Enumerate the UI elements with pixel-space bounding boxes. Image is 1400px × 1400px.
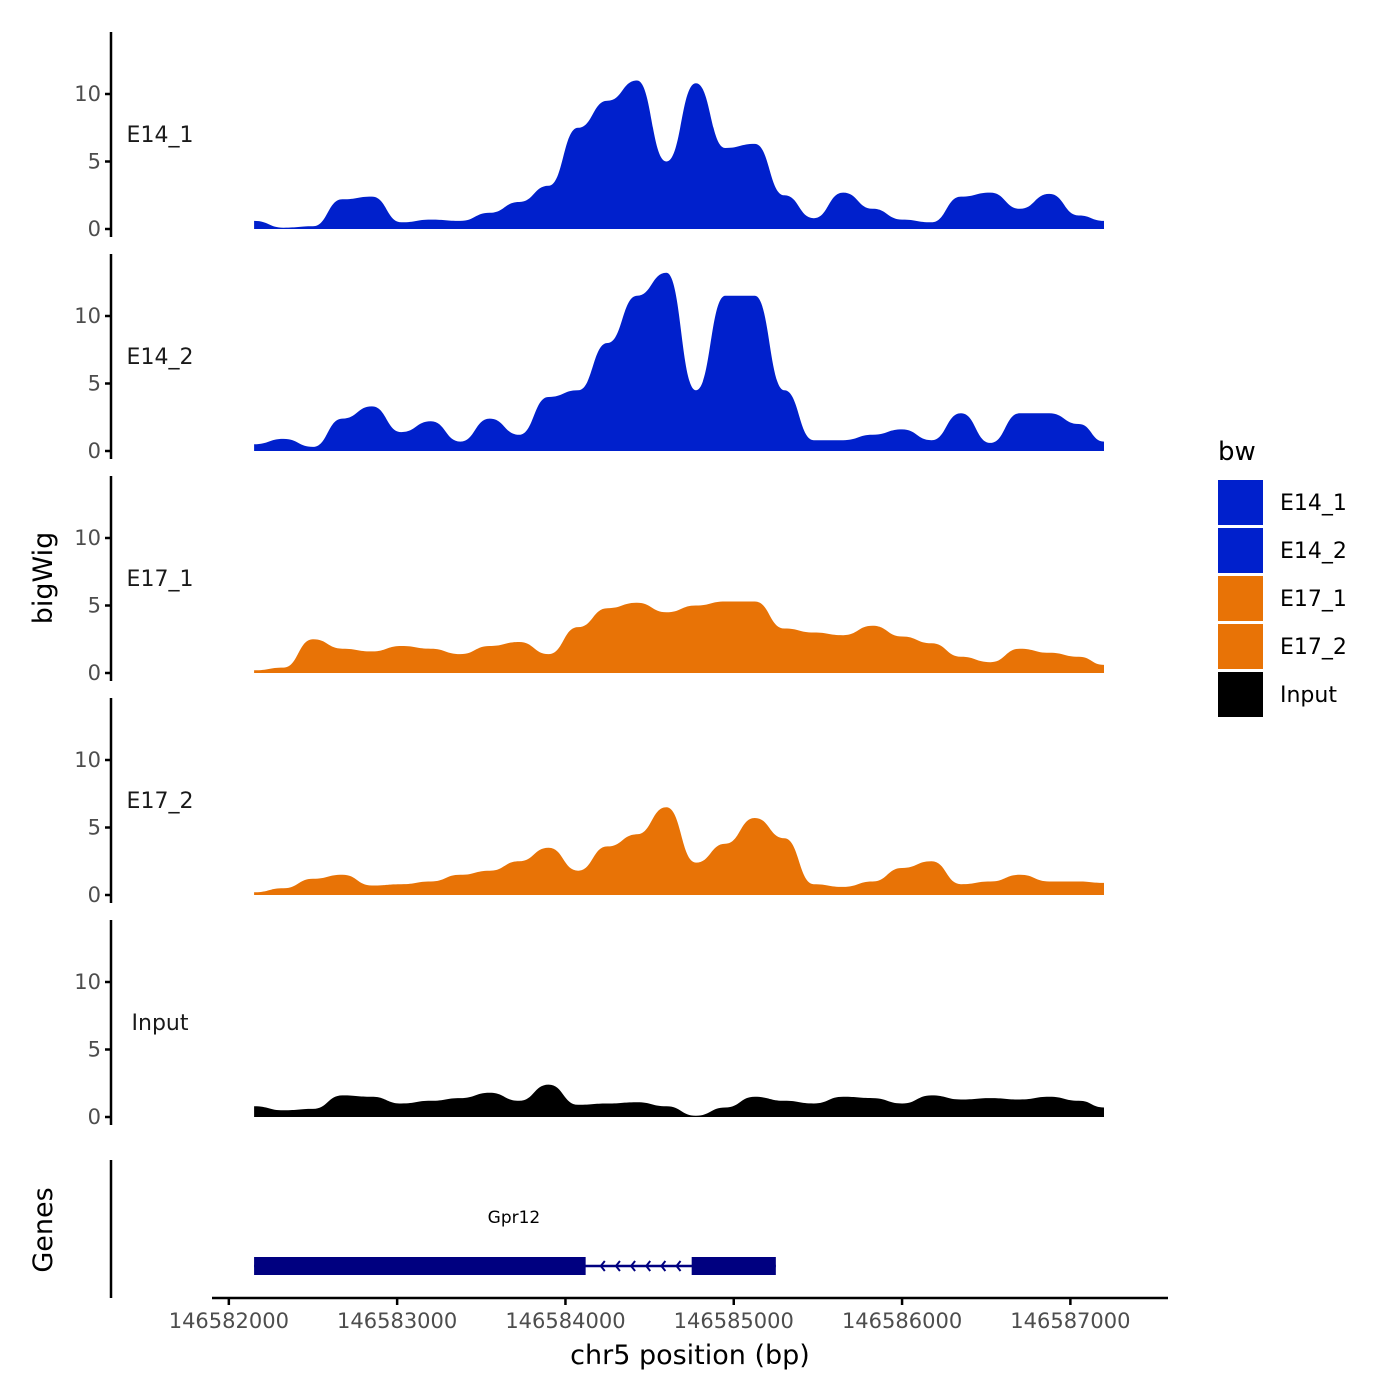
strand-chevron (614, 1260, 621, 1272)
legend: bw E14_1 E14_2 E17_1 E17_2 Input (1218, 437, 1347, 717)
legend-entry-Input: Input (1218, 672, 1337, 717)
legend-entry-E14_2: E14_2 (1218, 528, 1347, 573)
legend-swatch (1218, 672, 1263, 717)
track-label: E14_1 (127, 123, 194, 148)
y-tick-label: 0 (88, 1105, 101, 1129)
y-axis-title: bigWig (28, 532, 59, 625)
area-E14_1 (254, 80, 1105, 229)
y-tick-label: 10 (74, 526, 101, 550)
legend-entry-E17_2: E17_2 (1218, 624, 1347, 669)
legend-entry-E17_1: E17_1 (1218, 576, 1347, 621)
legend-entry-E14_1: E14_1 (1218, 480, 1347, 525)
track-Input: 0 5 10 Input (74, 920, 1105, 1129)
strand-chevron (660, 1260, 667, 1272)
track-label: E14_2 (127, 345, 194, 370)
gene-Gpr12: Gpr12 (254, 1208, 776, 1275)
track-E14_1: 0 5 10 E14_1 (74, 32, 1105, 241)
gene-label: Gpr12 (488, 1208, 541, 1228)
track-E17_1: 0 5 10 E17_1 (74, 476, 1105, 685)
strand-chevron (675, 1260, 682, 1272)
x-tick-label: 146583000 (337, 1309, 457, 1333)
legend-swatch (1218, 576, 1263, 621)
gene-track: Gpr12 (109, 1160, 776, 1298)
legend-swatch (1218, 480, 1263, 525)
y-tick-label: 0 (88, 883, 101, 907)
track-label: E17_1 (127, 567, 194, 592)
coverage-tracks: 0 5 10 E14_1 0 5 10 E14_2 0 5 10 E17_1 0 5 10 E17_2 0 5 10… (74, 32, 1105, 1129)
track-label: Input (132, 1011, 189, 1036)
legend-swatch (1218, 624, 1263, 669)
y-tick-label: 0 (88, 661, 101, 685)
track-E14_2: 0 5 10 E14_2 (74, 254, 1105, 463)
y-tick-label: 0 (88, 217, 101, 241)
x-axis: 146582000 146583000 146584000 146585000 1465… (169, 1296, 1168, 1333)
x-tick-label: 146585000 (674, 1309, 794, 1333)
x-tick-label: 146586000 (842, 1309, 962, 1333)
gene-exon (254, 1257, 586, 1275)
y-tick-label: 5 (88, 1038, 101, 1062)
strand-chevron (629, 1260, 636, 1272)
area-E17_1 (254, 601, 1105, 673)
area-E14_2 (254, 272, 1105, 451)
y-tick-label: 10 (74, 970, 101, 994)
y-tick-label: 5 (88, 150, 101, 174)
x-tick-label: 146582000 (169, 1309, 289, 1333)
y-tick-label: 0 (88, 439, 101, 463)
legend-label: E17_2 (1280, 635, 1347, 660)
y-tick-label: 10 (74, 82, 101, 106)
track-label: E17_2 (127, 789, 194, 814)
y-tick-label: 5 (88, 372, 101, 396)
y-tick-label: 10 (74, 304, 101, 328)
area-E17_2 (254, 807, 1105, 895)
y-tick-label: 5 (88, 594, 101, 618)
strand-chevron (599, 1260, 606, 1272)
legend-swatch (1218, 528, 1263, 573)
track-E17_2: 0 5 10 E17_2 (74, 698, 1105, 907)
y-tick-label: 10 (74, 748, 101, 772)
y-tick-label: 5 (88, 816, 101, 840)
legend-label: E14_1 (1280, 491, 1347, 516)
legend-label: E17_1 (1280, 587, 1347, 612)
genes-axis-title: Genes (28, 1187, 59, 1272)
legend-title: bw (1218, 437, 1256, 467)
x-tick-label: 146587000 (1010, 1309, 1130, 1333)
gene-exon (691, 1257, 776, 1275)
legend-label: Input (1280, 683, 1337, 708)
legend-label: E14_2 (1280, 539, 1347, 564)
area-Input (254, 1084, 1105, 1117)
x-tick-label: 146584000 (505, 1309, 625, 1333)
x-axis-title: chr5 position (bp) (570, 1340, 810, 1371)
strand-chevron (644, 1260, 652, 1272)
